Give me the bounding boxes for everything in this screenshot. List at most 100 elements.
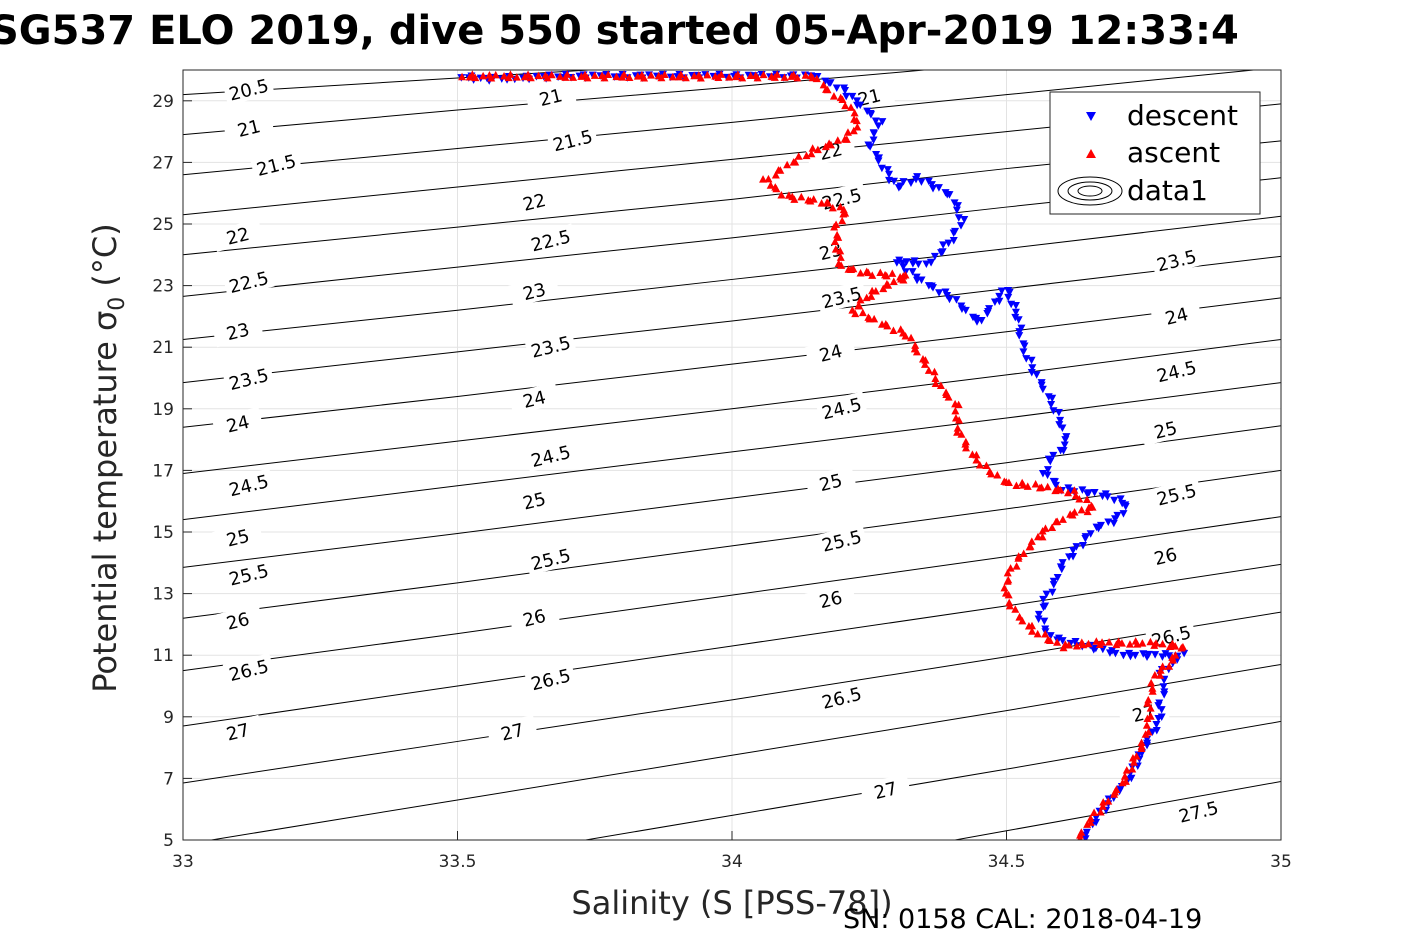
y-tick-label: 5: [163, 831, 174, 851]
descent-point: [853, 101, 862, 110]
contour-label-bg: [222, 72, 275, 106]
ascent-point: [1087, 501, 1096, 510]
ascent-point: [1083, 820, 1092, 828]
ascent-point: [690, 71, 699, 80]
descent-point: [1041, 625, 1050, 634]
ascent-point: [819, 80, 828, 89]
ascent-point: [876, 268, 885, 276]
y-axis-label-unit: (°C): [86, 223, 124, 296]
ascent-point: [590, 71, 599, 79]
ascent-point: [783, 160, 792, 169]
ascent-point: [1150, 671, 1159, 679]
ascent-point: [1112, 640, 1121, 649]
ascent-point: [1071, 491, 1080, 500]
descent-point: [1157, 706, 1166, 714]
descent-point: [1007, 300, 1016, 309]
contour-line: [183, 215, 1281, 340]
descent-point: [899, 263, 908, 271]
descent-point: [1148, 728, 1157, 736]
ascent-point: [867, 292, 876, 300]
ascent-point: [1027, 537, 1036, 545]
ascent-point: [878, 320, 887, 328]
contour-label-bg: [815, 523, 868, 557]
ascent-point: [834, 259, 843, 267]
y-axis-label: Potential temperature σ0 (°C): [86, 223, 130, 692]
ascent-point: [1019, 549, 1028, 557]
ascent-point: [856, 295, 865, 304]
ascent-point: [777, 190, 786, 199]
ascent-point: [1083, 495, 1092, 503]
ascent-point: [668, 72, 677, 81]
ascent-point: [1014, 552, 1023, 560]
descent-point: [1079, 541, 1088, 550]
ascent-point: [1038, 532, 1047, 541]
descent-point: [1078, 486, 1087, 494]
descent-point: [1139, 650, 1148, 658]
descent-point: [938, 248, 947, 256]
ascent-point: [931, 379, 940, 388]
ascent-point: [675, 72, 684, 81]
ascent-point: [1144, 727, 1153, 736]
contour-label-bg: [250, 148, 303, 181]
descent-point: [950, 199, 959, 207]
contour-label-bg: [804, 234, 857, 268]
ascent-point: [1070, 486, 1079, 494]
contour-line: [183, 339, 1281, 474]
ascent-point: [1098, 802, 1107, 810]
descent-point: [990, 298, 999, 306]
legend: descent ascent data1: [1049, 91, 1261, 215]
ascent-point: [647, 71, 656, 79]
ascent-point: [804, 195, 813, 204]
descent-point: [839, 84, 848, 93]
descent-point: [1092, 818, 1101, 827]
ascent-point: [1121, 777, 1130, 785]
contour-label-bg: [1172, 794, 1225, 828]
contour-label-bg: [508, 184, 561, 218]
contour-label-bg: [222, 362, 275, 396]
ascent-point: [731, 72, 740, 81]
ascent-point: [759, 175, 768, 183]
ascent-point: [1018, 478, 1027, 487]
ascent-point: [534, 71, 543, 80]
ascent-point: [465, 72, 474, 81]
y-tick-label: 25: [152, 215, 174, 235]
descent-point: [1028, 364, 1037, 372]
x-tick-label: 34.5: [988, 852, 1026, 872]
descent-point: [874, 122, 883, 130]
descent-point: [1022, 355, 1031, 363]
ascent-point: [1041, 524, 1050, 532]
descent-point: [1027, 356, 1036, 365]
contour-label-bg: [222, 468, 275, 502]
descent-point: [1069, 552, 1078, 561]
ascent-point: [918, 354, 927, 363]
descent-point: [1098, 492, 1107, 501]
descent-point: [1110, 496, 1119, 505]
ascent-point: [850, 115, 859, 123]
descent-point: [1081, 533, 1090, 541]
y-tick-label: 7: [163, 769, 174, 789]
ascent-point: [520, 72, 529, 81]
contour-label-bg: [815, 181, 868, 215]
ascent-point: [547, 70, 556, 79]
ascent-point: [1146, 712, 1155, 720]
series-ascent: [458, 70, 1187, 840]
descent-point: [872, 150, 881, 159]
ascent-point: [738, 73, 747, 82]
contour-label-bg: [524, 542, 577, 576]
ascent-point: [968, 450, 977, 458]
ascent-point: [1165, 662, 1174, 670]
contour-label-bg: [222, 265, 275, 299]
descent-point: [1048, 588, 1057, 597]
descent-point: [1034, 615, 1043, 624]
descent-point: [889, 177, 898, 186]
ascent-point: [856, 268, 865, 277]
descent-point: [944, 239, 953, 248]
contour-label-bg: [815, 680, 868, 714]
ascent-point: [951, 406, 960, 415]
ascent-point: [1105, 638, 1114, 646]
ascent-point: [1003, 568, 1012, 577]
ascent-point: [899, 329, 908, 337]
ascent-point: [920, 360, 929, 368]
contour-line: [952, 780, 1281, 840]
